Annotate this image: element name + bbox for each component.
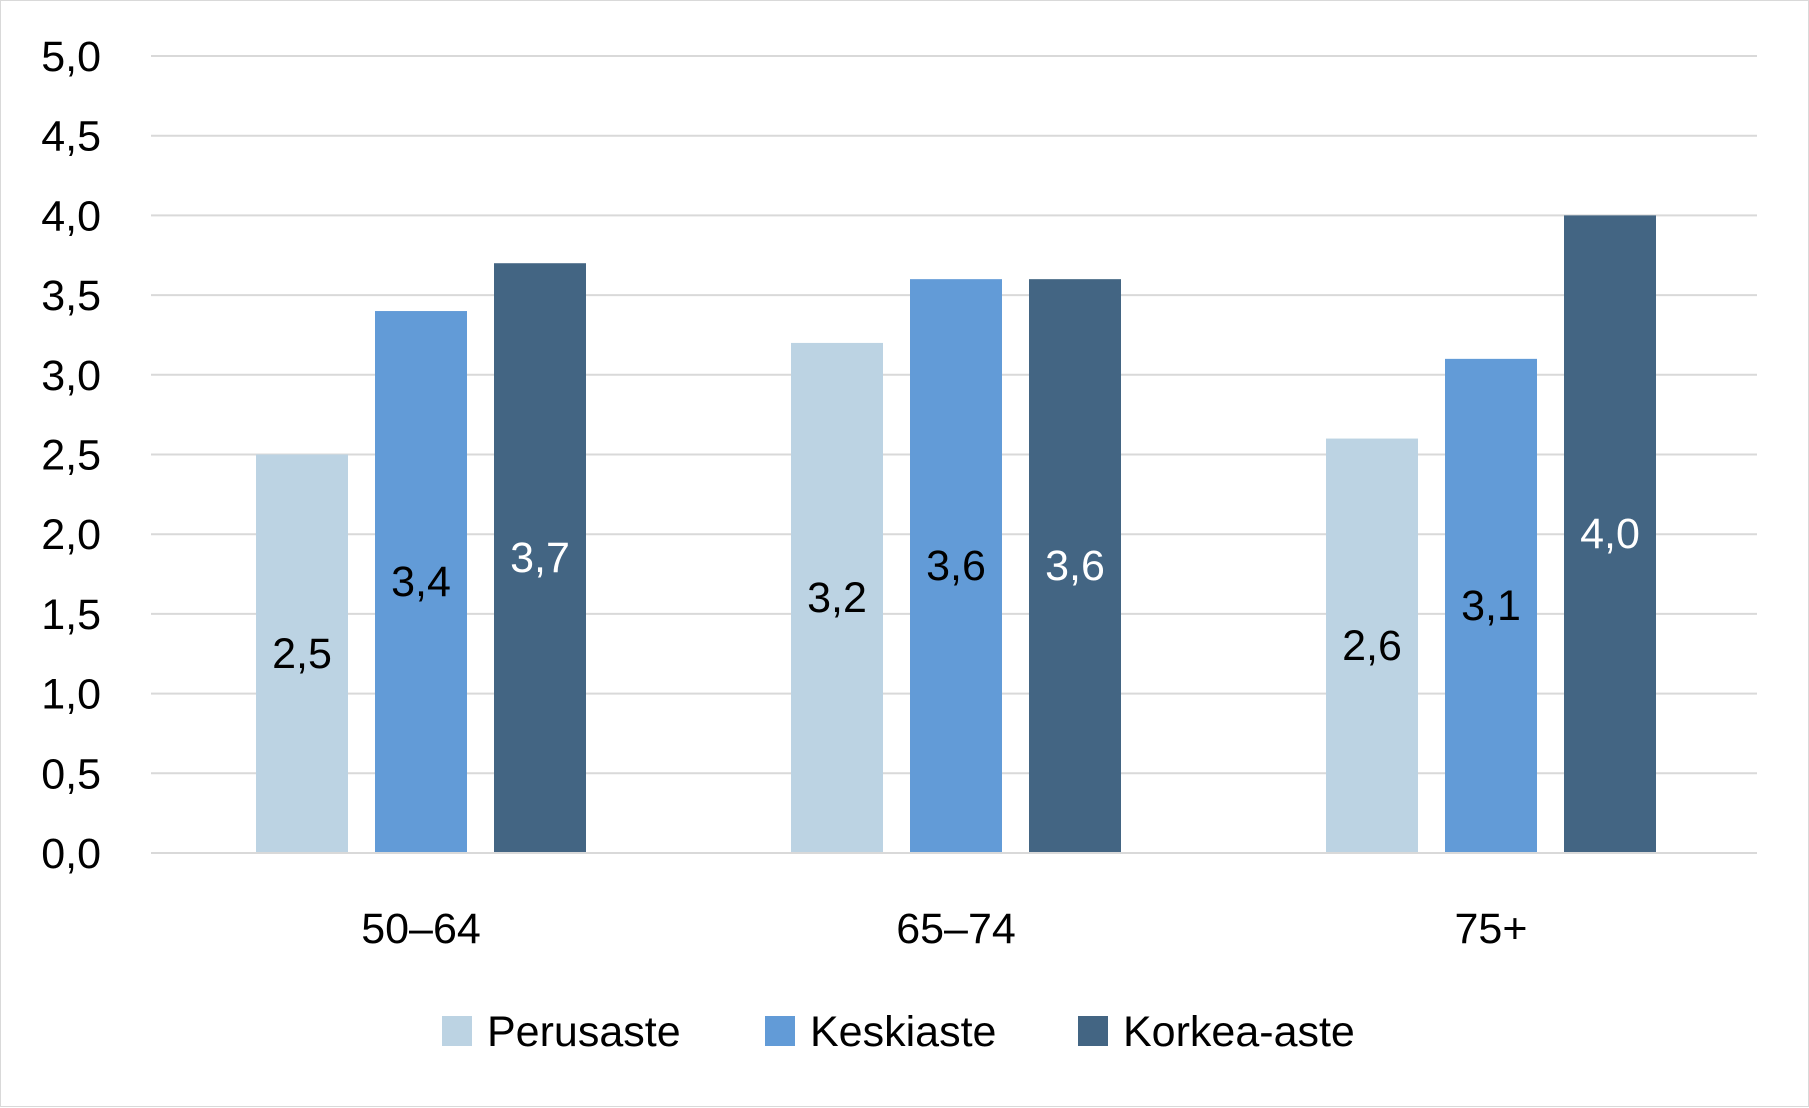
data-label: 3,2 — [807, 574, 867, 622]
bar — [494, 263, 586, 854]
bar — [1326, 438, 1418, 853]
legend-item: Korkea-aste — [1078, 1008, 1355, 1056]
data-label: 3,1 — [1461, 582, 1521, 630]
y-tick-label: 4,0 — [41, 192, 101, 240]
bar — [1029, 279, 1121, 853]
y-tick-label: 0,5 — [41, 750, 101, 798]
data-label: 3,7 — [510, 534, 570, 582]
y-tick-label: 4,5 — [41, 113, 101, 161]
legend-label: Keskiaste — [810, 1008, 996, 1056]
bar — [1445, 358, 1537, 853]
bar — [1564, 215, 1656, 853]
legend-label: Perusaste — [487, 1008, 681, 1056]
bar — [910, 279, 1002, 853]
legend-label: Korkea-aste — [1123, 1008, 1355, 1056]
y-tick-label: 0,0 — [41, 830, 101, 878]
legend-swatch — [442, 1016, 472, 1046]
y-tick-label: 1,0 — [41, 671, 101, 719]
legend-swatch — [765, 1016, 795, 1046]
data-label: 3,6 — [1045, 542, 1105, 590]
data-label: 2,6 — [1342, 622, 1402, 670]
y-tick-label: 5,0 — [41, 33, 101, 81]
y-tick-label: 2,5 — [41, 432, 101, 480]
legend-swatch — [1078, 1016, 1108, 1046]
data-label: 2,5 — [272, 630, 332, 678]
y-tick-label: 3,5 — [41, 272, 101, 320]
bar — [791, 342, 883, 853]
legend-item: Keskiaste — [765, 1008, 996, 1056]
data-label: 3,6 — [926, 542, 986, 590]
x-category-label: 50–64 — [361, 905, 481, 953]
bar — [375, 311, 467, 853]
data-label: 4,0 — [1580, 510, 1640, 558]
y-tick-label: 3,0 — [41, 352, 101, 400]
y-tick-label: 2,0 — [41, 511, 101, 559]
legend-item: Perusaste — [442, 1008, 681, 1056]
y-tick-label: 1,5 — [41, 591, 101, 639]
x-category-label: 65–74 — [896, 905, 1016, 953]
data-label: 3,4 — [391, 558, 451, 606]
x-category-label: 75+ — [1455, 905, 1528, 953]
bar — [256, 454, 348, 853]
